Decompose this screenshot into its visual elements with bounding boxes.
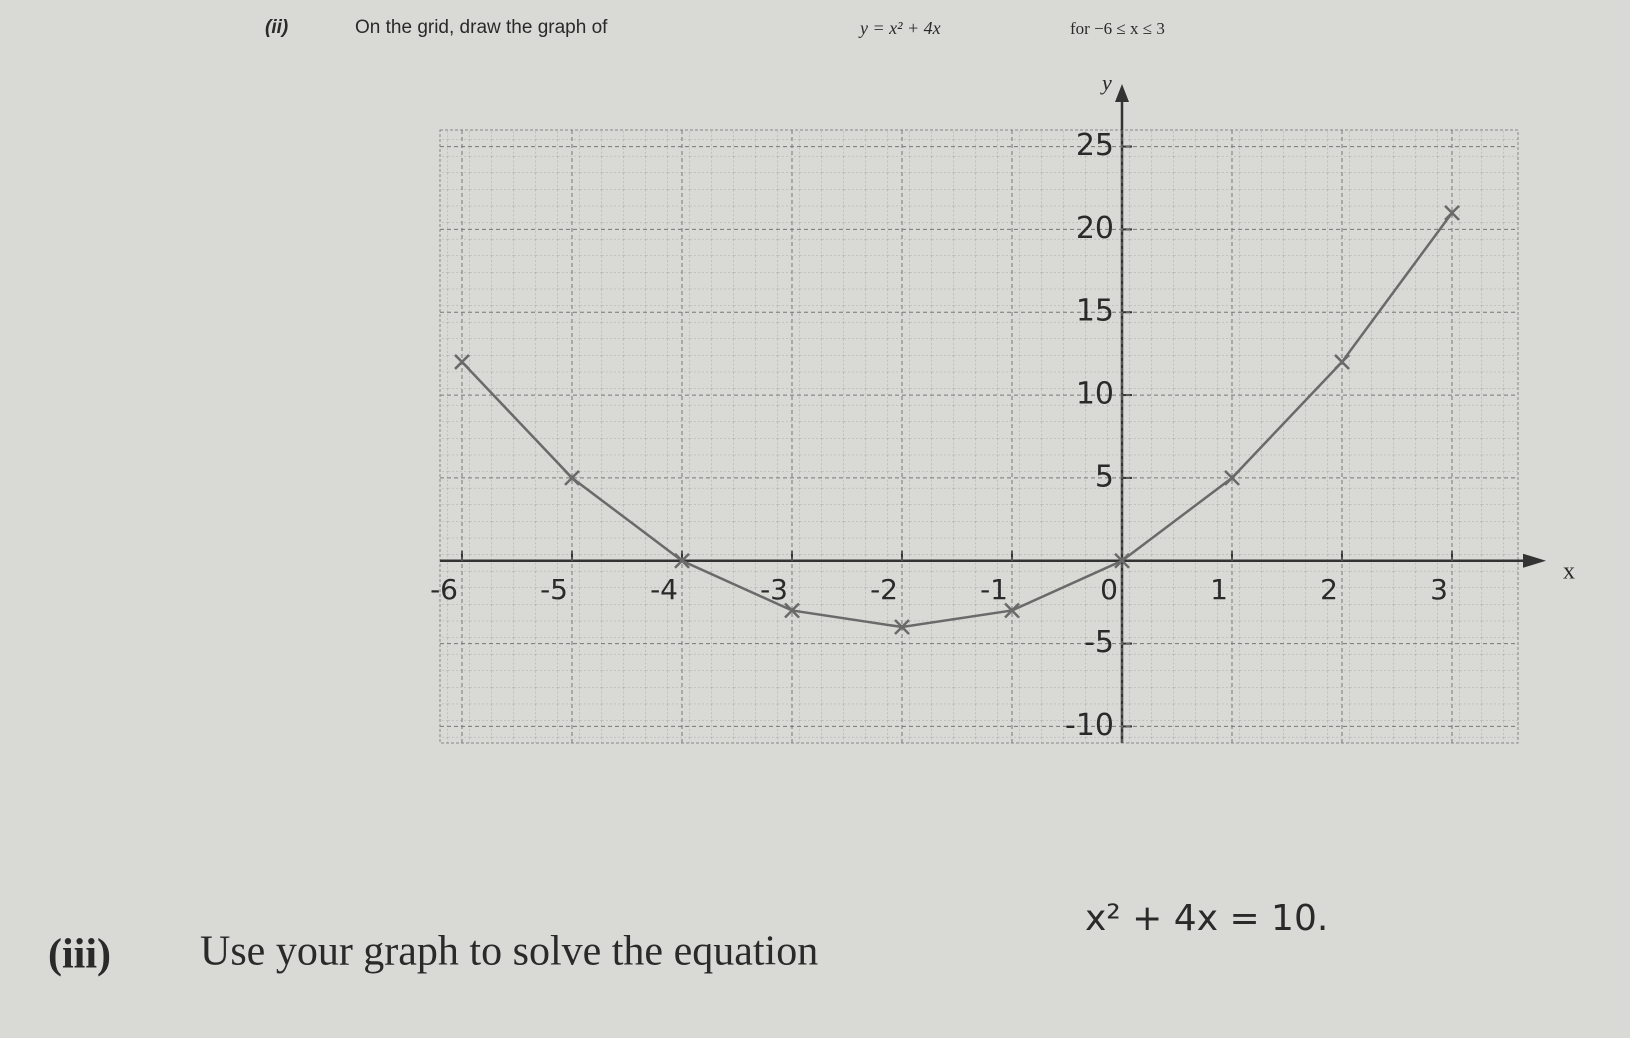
- x-tick-label: 0: [1100, 573, 1118, 606]
- y-axis-label: y: [1100, 70, 1112, 95]
- cross-marker: [564, 470, 580, 486]
- cross-marker: [1334, 354, 1350, 370]
- question-text: On the grid, draw the graph of: [355, 17, 608, 38]
- cross-marker: [1444, 204, 1460, 221]
- x-tick-label: 1: [1210, 573, 1228, 606]
- x-tick-label: -3: [760, 573, 788, 606]
- x-tick-label: -5: [540, 573, 568, 606]
- x-tick-label: -1: [980, 573, 1008, 606]
- x-tick-label: -2: [870, 573, 898, 606]
- range: for −6 ≤ x ≤ 3: [1070, 19, 1165, 38]
- curve: [461, 212, 1454, 629]
- x-tick-label: -4: [650, 573, 678, 606]
- x-axis-label: x: [1563, 558, 1575, 584]
- y-arrow: [1115, 84, 1129, 102]
- y-tick-label: 25: [1076, 128, 1114, 163]
- equation: x² + 4x = 10.: [1085, 898, 1328, 939]
- y-tick-label: -10: [1065, 708, 1114, 743]
- y-tick-label: 5: [1095, 459, 1114, 494]
- cross-marker: [1004, 602, 1020, 619]
- x-tick-label: 2: [1320, 573, 1338, 606]
- grid-background: [439, 129, 1519, 744]
- y-tick-label: 15: [1076, 294, 1114, 329]
- cross-marker: [894, 619, 910, 635]
- question-number: (iii): [48, 932, 111, 978]
- y-tick-label: 10: [1076, 377, 1114, 412]
- cross-marker: [1224, 470, 1240, 486]
- x-tick-label: -6: [430, 573, 458, 606]
- question-number: (ii): [265, 17, 288, 38]
- equation: y = x² + 4x: [858, 18, 941, 38]
- cross-marker: [784, 602, 800, 619]
- question-text: Use your graph to solve the equation: [200, 929, 818, 975]
- y-tick-label: 20: [1076, 211, 1114, 246]
- cross-marker: [454, 354, 470, 370]
- cross-marker: [1114, 552, 1130, 569]
- x-arrow: [1523, 553, 1546, 568]
- cross-marker: [674, 552, 690, 569]
- x-tick-label: 3: [1430, 573, 1448, 606]
- y-tick-label: -5: [1084, 625, 1114, 660]
